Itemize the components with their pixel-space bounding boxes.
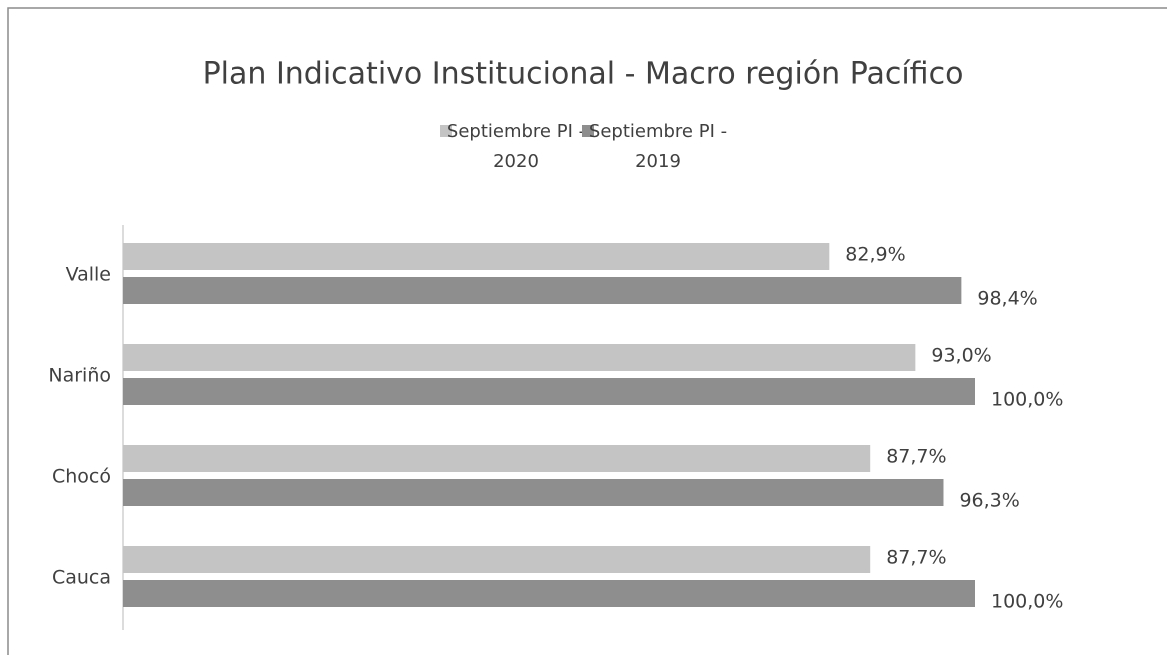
data-label: 82,9%: [845, 244, 905, 266]
bar: [123, 378, 975, 405]
data-label: 98,4%: [977, 288, 1037, 310]
data-label: 100,0%: [991, 389, 1063, 411]
bar: [123, 546, 871, 573]
y-tick-label: Cauca: [52, 567, 111, 589]
data-label: 100,0%: [991, 591, 1063, 613]
bar: [123, 445, 871, 472]
data-label: 93,0%: [931, 345, 991, 367]
bar: [123, 243, 830, 270]
data-label: 96,3%: [959, 490, 1019, 512]
legend-label: Septiembre PI - 2020: [446, 121, 586, 172]
data-label: 87,7%: [886, 446, 946, 468]
bar: [123, 479, 944, 506]
bar: [123, 580, 975, 607]
legend-swatch: [440, 125, 452, 137]
legend-label: Septiembre PI - 2019: [588, 121, 728, 172]
y-tick-label: Nariño: [48, 365, 111, 387]
chart-title: Plan Indicativo Institucional - Macro re…: [203, 57, 964, 92]
y-tick-label: Chocó: [52, 466, 111, 488]
bar: [123, 344, 916, 371]
y-tick-label: Valle: [66, 264, 111, 286]
bar: [123, 277, 962, 304]
data-label: 87,7%: [886, 547, 946, 569]
legend-swatch: [582, 125, 594, 137]
